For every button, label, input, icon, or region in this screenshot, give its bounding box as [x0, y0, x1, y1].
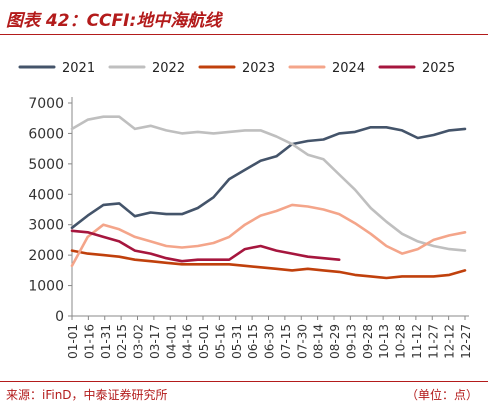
y-tick-label-2000: 2000 — [28, 248, 64, 264]
x-tick-label-08-29: 08-29 — [328, 324, 342, 359]
chart-title: 图表 42：CCFI:地中海航线 — [6, 11, 222, 31]
series-line-2025 — [70, 229, 341, 263]
x-tick-label-07-15: 07-15 — [279, 324, 293, 359]
series-line-2023 — [70, 249, 467, 280]
x-tick-label-09-13: 09-13 — [344, 324, 358, 359]
y-tick-label-4000: 4000 — [28, 187, 64, 203]
unit-note: （单位：点） — [405, 388, 478, 402]
legend-label-2025: 2025 — [422, 61, 455, 76]
y-tick-label-5000: 5000 — [28, 157, 64, 173]
x-tick-label-02-15: 02-15 — [115, 324, 129, 359]
legend-label-2021: 2021 — [62, 61, 95, 76]
x-tick-label-11-27: 11-27 — [426, 324, 440, 359]
source-note: 来源：iFinD，中泰证券研究所 — [6, 388, 168, 402]
y-tick-label-7000: 7000 — [28, 96, 64, 112]
x-tick-label-08-14: 08-14 — [312, 324, 326, 359]
x-tick-label-10-13: 10-13 — [377, 324, 391, 359]
series-line-2021 — [70, 126, 467, 230]
x-tick-label-10-28: 10-28 — [394, 324, 408, 359]
x-tick-label-06-30: 06-30 — [263, 324, 277, 359]
legend-label-2023: 2023 — [242, 61, 275, 76]
x-tick-label-03-17: 03-17 — [148, 324, 162, 359]
x-tick-label-12-27: 12-27 — [459, 324, 473, 359]
y-tick-label-0: 0 — [55, 309, 64, 325]
series-line-2024 — [70, 203, 467, 268]
x-tick-label-12-12: 12-12 — [443, 324, 457, 359]
y-tick-label-1000: 1000 — [28, 279, 64, 295]
x-tick-label-11-12: 11-12 — [410, 324, 424, 359]
x-tick-label-01-16: 01-16 — [82, 324, 96, 359]
x-tick-label-05-31: 05-31 — [230, 324, 244, 359]
y-tick-label-3000: 3000 — [28, 218, 64, 234]
x-tick-label-07-30: 07-30 — [295, 324, 309, 359]
legend-label-2024: 2024 — [332, 61, 365, 76]
x-tick-label-09-28: 09-28 — [361, 324, 375, 359]
legend-label-2022: 2022 — [152, 61, 185, 76]
x-tick-label-04-16: 04-16 — [181, 324, 195, 359]
y-tick-label-6000: 6000 — [28, 126, 64, 142]
x-tick-label-05-16: 05-16 — [213, 324, 227, 359]
title-divider — [0, 34, 488, 35]
footer-divider — [0, 381, 488, 382]
x-tick-label-01-31: 01-31 — [99, 324, 113, 359]
x-tick-label-06-15: 06-15 — [246, 324, 260, 359]
x-tick-label-01-01: 01-01 — [66, 324, 80, 359]
x-tick-label-04-01: 04-01 — [164, 324, 178, 359]
x-tick-label-03-02: 03-02 — [132, 324, 146, 359]
x-tick-label-05-01: 05-01 — [197, 324, 211, 359]
line-chart: 2021 2022 2023 2024 2025 0 1000 2000 3000 4000 500… — [18, 61, 473, 359]
series-line-2022 — [70, 115, 467, 252]
